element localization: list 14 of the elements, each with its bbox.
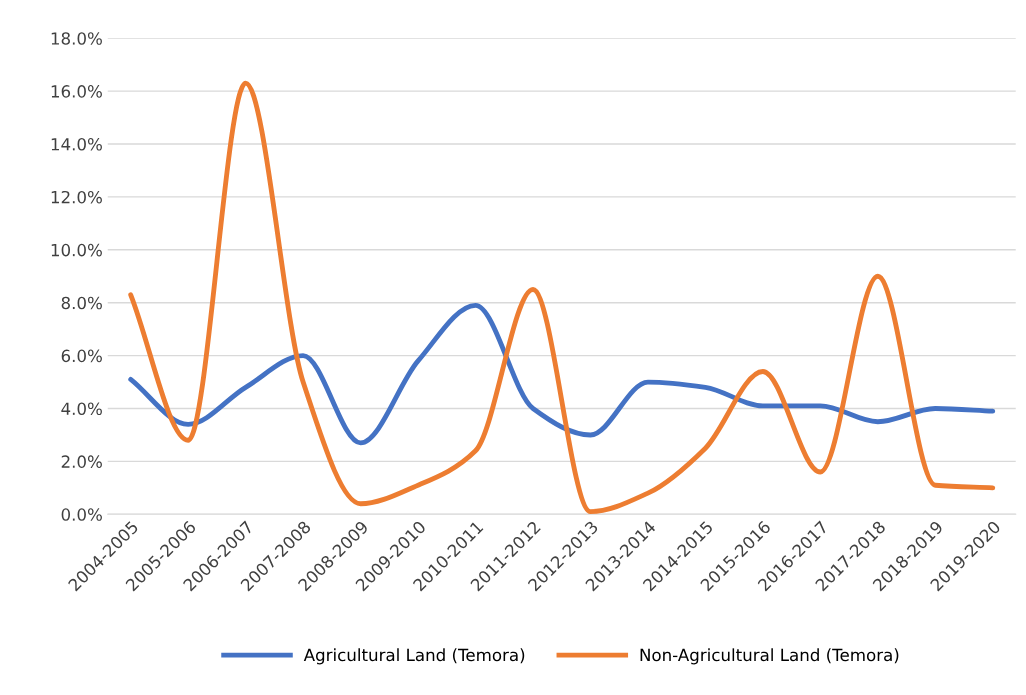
y-tick-label: 16.0%	[51, 85, 102, 98]
line-series	[128, 80, 996, 515]
y-tick-label: 12.0%	[51, 190, 102, 204]
y-tick-label: 0.0%	[61, 508, 102, 521]
y-tick-label: 10.0%	[51, 243, 102, 257]
y-tick-label: 14.0%	[51, 137, 102, 151]
line-series	[128, 302, 996, 446]
y-tick-label: 18.0%	[51, 32, 102, 45]
y-tick-label: 2.0%	[61, 455, 102, 468]
y-tick-label: 6.0%	[61, 349, 102, 363]
y-tick-label: 4.0%	[61, 402, 102, 416]
legend-label: Agricultural Land (Temora)	[303, 648, 525, 665]
legend-label: Non-Agricultural Land (Temora)	[640, 648, 899, 665]
y-tick-label: 8.0%	[61, 296, 102, 310]
